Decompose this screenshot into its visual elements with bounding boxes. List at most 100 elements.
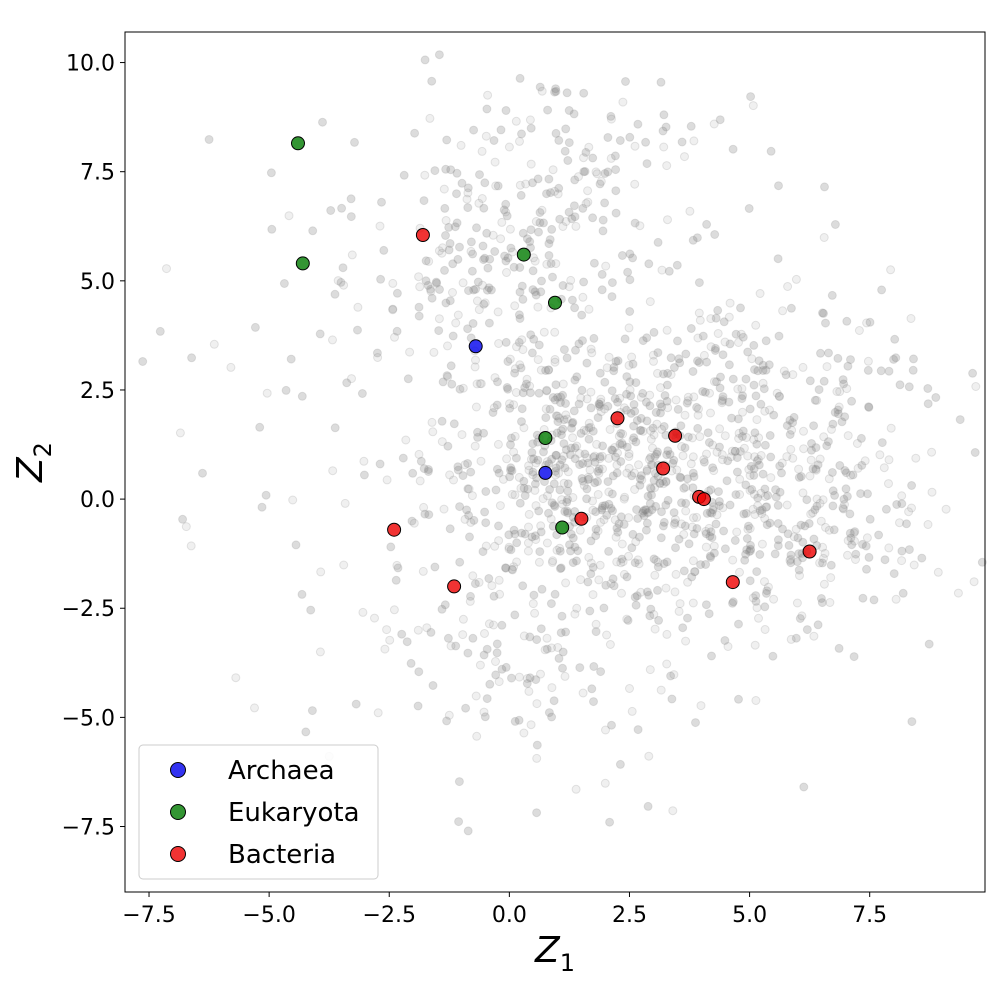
background-point — [574, 449, 584, 458]
background-point — [594, 468, 604, 478]
background-point — [827, 468, 837, 477]
x-tick-label: −5.0 — [242, 903, 295, 928]
background-point — [477, 146, 487, 156]
background-point — [491, 670, 501, 680]
background-point — [635, 480, 645, 490]
background-point — [536, 365, 546, 375]
background-point — [701, 600, 711, 610]
background-point — [669, 519, 679, 529]
background-point — [626, 408, 636, 418]
background-point — [543, 105, 553, 115]
background-point — [559, 451, 569, 461]
background-point — [498, 474, 508, 484]
background-point — [448, 288, 457, 297]
background-point — [786, 550, 796, 560]
background-point — [725, 500, 735, 510]
background-point — [775, 392, 784, 402]
background-point — [586, 403, 596, 413]
background-point — [625, 377, 635, 387]
background-point — [904, 382, 914, 392]
background-point — [546, 188, 555, 198]
background-point — [695, 432, 705, 442]
background-point — [631, 378, 641, 388]
background-point — [865, 514, 875, 524]
background-point — [606, 153, 616, 163]
background-point — [423, 467, 433, 476]
background-point — [414, 667, 424, 677]
background-point — [636, 471, 646, 481]
background-point — [638, 508, 648, 518]
background-point — [701, 526, 711, 536]
background-point — [953, 588, 963, 598]
background-point — [494, 677, 504, 687]
background-point — [788, 453, 798, 463]
background-point — [625, 307, 635, 316]
background-point — [155, 326, 165, 336]
background-point — [517, 417, 526, 427]
background-point — [869, 595, 879, 605]
background-point — [828, 501, 838, 511]
background-point — [542, 538, 552, 548]
background-point — [542, 386, 552, 396]
background-point — [834, 643, 844, 653]
background-point — [598, 441, 608, 451]
background-point — [486, 285, 496, 295]
background-point — [826, 573, 836, 583]
background-point — [734, 428, 744, 438]
background-point — [443, 441, 453, 451]
background-point — [426, 284, 435, 294]
background-point — [768, 651, 778, 661]
background-point — [649, 430, 659, 440]
background-point — [473, 427, 482, 437]
background-point — [455, 502, 465, 512]
background-point — [510, 301, 520, 311]
background-point — [419, 502, 429, 512]
background-point — [599, 603, 609, 613]
background-point — [746, 546, 756, 556]
background-point — [448, 259, 458, 269]
background-point — [471, 691, 481, 701]
background-point — [606, 114, 616, 124]
background-point — [811, 465, 821, 475]
background-point — [717, 450, 727, 460]
background-point — [651, 555, 661, 565]
x-axis-label: Z1 — [534, 930, 575, 977]
background-point — [754, 460, 764, 470]
background-point — [616, 457, 626, 466]
background-point — [511, 453, 521, 463]
background-point — [761, 365, 771, 375]
background-point — [523, 484, 533, 494]
background-point — [536, 669, 545, 679]
background-point — [659, 422, 669, 431]
background-point — [613, 527, 623, 537]
background-point — [735, 447, 745, 456]
background-point — [410, 128, 420, 138]
background-point — [593, 526, 603, 536]
background-point — [692, 402, 702, 412]
background-point — [658, 521, 668, 531]
background-point — [676, 421, 686, 431]
background-point — [437, 604, 447, 614]
background-point — [571, 345, 580, 355]
background-point — [556, 398, 565, 408]
background-point — [829, 525, 839, 535]
background-point — [611, 532, 621, 542]
background-point — [582, 484, 592, 494]
background-point — [330, 289, 340, 299]
background-point — [453, 310, 463, 320]
background-point — [612, 468, 622, 478]
background-point — [451, 641, 461, 651]
background-point — [557, 495, 567, 505]
background-point — [379, 245, 389, 255]
background-point — [764, 360, 774, 370]
background-point — [686, 459, 696, 469]
background-point — [558, 647, 568, 657]
background-point — [794, 472, 804, 482]
background-point — [509, 400, 519, 410]
background-point — [854, 326, 864, 335]
background-point — [359, 470, 369, 480]
background-point — [424, 465, 433, 474]
background-point — [475, 170, 484, 180]
background-point — [713, 329, 723, 338]
background-point — [604, 453, 614, 463]
